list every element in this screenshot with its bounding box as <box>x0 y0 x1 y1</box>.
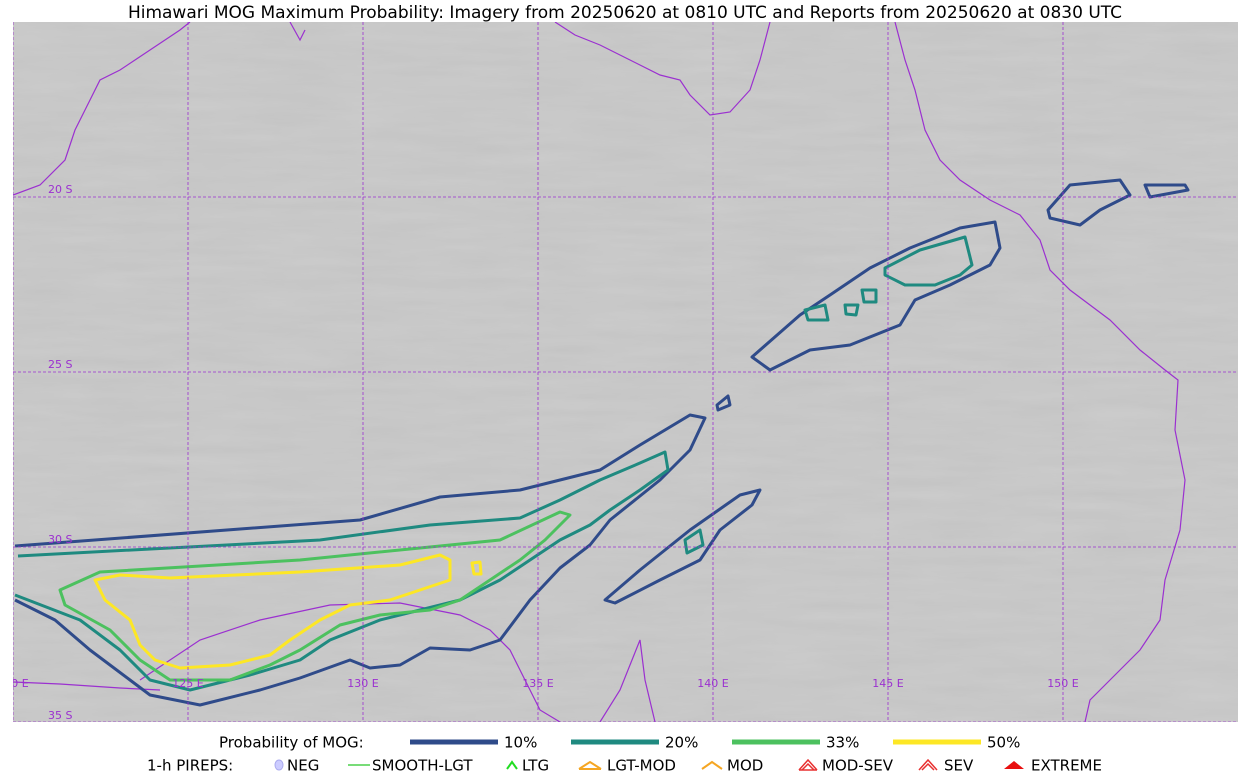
lat-label: 35 S <box>48 709 72 722</box>
probability-contour <box>1143 183 1190 199</box>
pirep-label: NEG <box>287 757 319 775</box>
pirep-label: LGT-MOD <box>607 757 676 775</box>
pirep-icon <box>506 760 518 770</box>
lat-label: 20 S <box>48 183 72 196</box>
probability-contour <box>603 488 762 605</box>
lon-label: 125 E <box>172 677 203 690</box>
legend-label: 33% <box>826 734 859 752</box>
legend-title: Probability of MOG: <box>219 734 364 752</box>
pirep-label: SMOOTH-LGT <box>372 757 473 775</box>
lat-label: 30 S <box>48 533 72 546</box>
pireps-title: 1-h PIREPS: <box>147 757 233 775</box>
lon-label: 130 E <box>347 677 378 690</box>
legend-label: 20% <box>665 734 698 752</box>
pirep-label: MOD <box>727 757 763 775</box>
legend-label: 50% <box>987 734 1020 752</box>
probability-contour <box>93 553 452 670</box>
graticule: 120 E 125 E 130 E 135 E 140 E 145 E 150 E 20 S 2… <box>0 22 1238 722</box>
pirep-icon <box>918 758 938 771</box>
lon-label: 135 E <box>522 677 553 690</box>
probability-contour <box>750 220 1002 372</box>
pirep-icon <box>578 760 602 770</box>
legend-label: 10% <box>504 734 537 752</box>
probability-contour <box>803 288 878 322</box>
map-area: 120 E 125 E 130 E 135 E 140 E 145 E 150 E 20 S 2… <box>0 22 1238 722</box>
probability-contour <box>883 235 974 287</box>
pirep-label: EXTREME <box>1031 757 1102 775</box>
probability-contour <box>1046 178 1132 227</box>
lat-label: 25 S <box>48 358 72 371</box>
title: Himawari MOG Maximum Probability: Imager… <box>128 3 1122 23</box>
probability-contour <box>14 413 707 707</box>
pirep-icon <box>1004 761 1024 769</box>
probability-contour <box>14 450 670 692</box>
pirep-icon <box>798 758 818 771</box>
probability-contour <box>58 510 572 682</box>
lon-label: 140 E <box>697 677 728 690</box>
contours <box>14 178 1190 707</box>
pirep-label: SEV <box>944 757 974 775</box>
legend: Probability of MOG: 1-h PIREPS: 10% 20% 33… <box>147 734 1102 775</box>
probability-contour <box>470 560 483 576</box>
probability-contour <box>715 394 732 412</box>
pirep-icon <box>701 760 723 770</box>
lon-label: 120 E <box>0 677 29 690</box>
lon-label: 145 E <box>872 677 903 690</box>
pirep-icon <box>274 759 284 771</box>
pirep-label: MOD-SEV <box>822 757 894 775</box>
pirep-label: LTG <box>522 757 549 775</box>
lon-label: 150 E <box>1047 677 1078 690</box>
probability-contour <box>683 528 705 555</box>
